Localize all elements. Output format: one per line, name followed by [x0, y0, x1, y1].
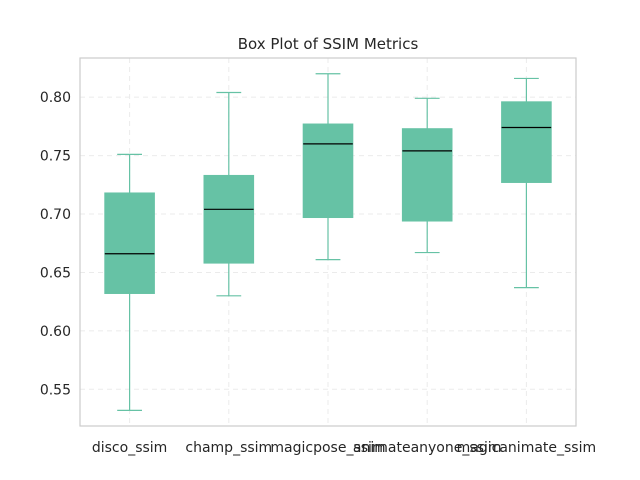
iqr-box	[203, 174, 255, 264]
box-champ_ssim	[203, 91, 255, 297]
y-axis-ticks: 0.55 0.60 0.65 0.70 0.75 0.80	[40, 90, 71, 398]
y-tick-label: 0.80	[40, 90, 71, 106]
iqr-box	[401, 128, 453, 222]
y-tick-label: 0.70	[40, 207, 71, 223]
plot-frame	[79, 57, 577, 427]
iqr-box	[104, 192, 155, 294]
boxes	[104, 73, 552, 411]
y-tick-label: 0.65	[40, 265, 71, 281]
y-tick-label: 0.75	[40, 149, 71, 165]
box-disco_ssim	[104, 153, 155, 411]
chart-title: Box Plot of SSIM Metrics	[238, 35, 419, 53]
y-tick-label: 0.60	[40, 324, 71, 340]
y-tick-label: 0.55	[40, 382, 71, 398]
x-tick-label: disco_ssim	[92, 440, 167, 456]
x-tick-label: magicanimate_ssim	[457, 440, 596, 456]
iqr-box	[501, 101, 552, 183]
x-tick-label: champ_ssim	[185, 440, 272, 456]
x-tick-label: animateanyone_ssim	[353, 440, 502, 456]
x-tick-label: magicpose_ssim	[270, 440, 385, 456]
box-magicanimate_ssim	[501, 77, 552, 289]
box-magicpose_ssim	[302, 73, 354, 261]
box-animateanyone_ssim	[401, 97, 453, 254]
x-axis-ticks: disco_ssim champ_ssimmagicpose_ssimanimat…	[92, 440, 596, 456]
iqr-box	[302, 123, 354, 219]
